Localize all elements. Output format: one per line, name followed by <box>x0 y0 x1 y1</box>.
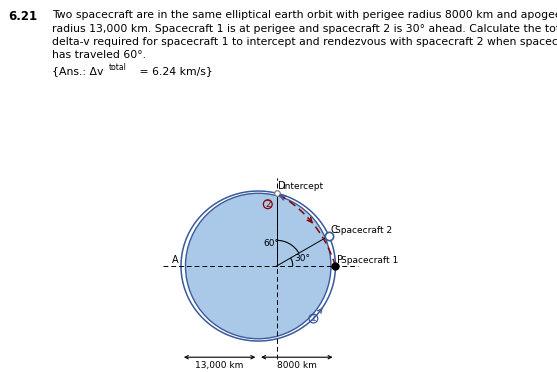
Circle shape <box>185 193 331 339</box>
Text: radius 13,000 km. Spacecraft 1 is at perigee and spacecraft 2 is 30° ahead. Calc: radius 13,000 km. Spacecraft 1 is at per… <box>52 23 557 33</box>
Text: P: P <box>338 255 343 265</box>
Text: delta-v required for spacecraft 1 to intercept and rendezvous with spacecraft 2 : delta-v required for spacecraft 1 to int… <box>52 37 557 47</box>
Text: has traveled 60°.: has traveled 60°. <box>52 51 146 61</box>
Text: 1: 1 <box>310 314 316 323</box>
Text: 13,000 km: 13,000 km <box>196 361 244 370</box>
Text: 2: 2 <box>265 200 271 209</box>
Text: Spacecraft 1: Spacecraft 1 <box>341 256 399 265</box>
Text: 60°: 60° <box>263 239 280 248</box>
Text: A: A <box>172 255 179 265</box>
Text: total: total <box>109 63 127 72</box>
Text: {Ans.: Δv: {Ans.: Δv <box>52 66 104 76</box>
Text: D: D <box>278 181 285 191</box>
Text: intercept: intercept <box>282 182 323 191</box>
Text: 30°: 30° <box>295 254 310 263</box>
Text: 8000 km: 8000 km <box>277 361 317 370</box>
Text: = 6.24 km/s}: = 6.24 km/s} <box>136 66 213 76</box>
Text: Two spacecraft are in the same elliptical earth orbit with perigee radius 8000 k: Two spacecraft are in the same elliptica… <box>52 10 557 20</box>
Text: Spacecraft 2: Spacecraft 2 <box>335 226 392 235</box>
Text: 6.21: 6.21 <box>8 10 37 23</box>
Text: C: C <box>331 225 338 235</box>
